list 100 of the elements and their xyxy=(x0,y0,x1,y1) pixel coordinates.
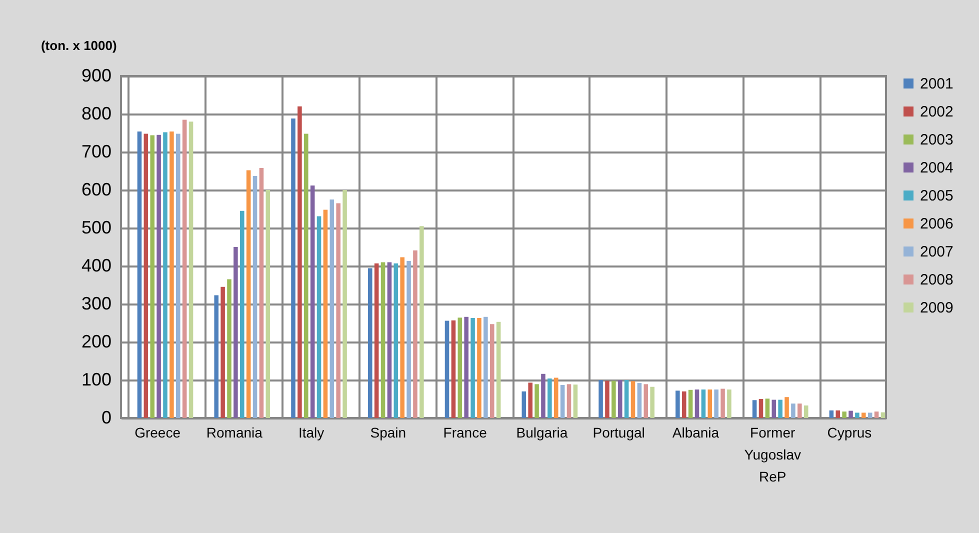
bar xyxy=(836,410,840,418)
bar xyxy=(234,247,238,418)
y-tick-label: 500 xyxy=(81,218,112,238)
bar xyxy=(752,400,757,418)
bar xyxy=(374,263,379,418)
bar xyxy=(784,397,789,418)
bar xyxy=(874,412,879,418)
bar xyxy=(316,216,322,418)
bar xyxy=(490,324,494,418)
bar xyxy=(880,412,886,418)
bar xyxy=(470,318,475,418)
bar xyxy=(444,320,450,418)
bar xyxy=(528,382,532,418)
bar xyxy=(868,412,872,418)
bar xyxy=(798,404,802,418)
bar xyxy=(458,318,462,418)
x-tick-label: Cyprus xyxy=(827,424,872,440)
legend-label: 2001 xyxy=(920,76,954,92)
bar xyxy=(701,390,706,418)
y-tick-label: 400 xyxy=(81,256,112,276)
bar xyxy=(612,380,616,418)
bar xyxy=(765,398,770,418)
bar xyxy=(380,262,386,418)
bar xyxy=(644,384,648,418)
bar xyxy=(330,200,334,418)
x-tick-label: Spain xyxy=(370,424,406,440)
bar xyxy=(758,399,764,418)
chart-title: (ton. x 1000) xyxy=(40,38,117,53)
legend-label: 2005 xyxy=(920,188,954,204)
bar xyxy=(682,391,686,418)
bar xyxy=(548,378,552,418)
bar xyxy=(246,170,251,418)
bar xyxy=(298,106,302,418)
bar xyxy=(829,410,834,418)
x-tick-label: France xyxy=(443,424,488,440)
bar xyxy=(714,390,718,418)
bar xyxy=(541,374,546,418)
bar xyxy=(137,131,142,418)
y-tick-label: 100 xyxy=(81,370,112,390)
bar xyxy=(855,412,860,418)
legend-label: 2009 xyxy=(920,300,954,316)
bar xyxy=(560,384,565,418)
bar xyxy=(727,390,732,418)
legend-label: 2003 xyxy=(920,132,954,148)
x-tick-label: Romania xyxy=(206,424,263,440)
bar xyxy=(304,134,308,418)
bar xyxy=(252,176,258,418)
y-tick-label: 600 xyxy=(81,180,112,200)
bar xyxy=(676,390,680,418)
bar xyxy=(420,226,424,418)
bar xyxy=(534,384,539,418)
bar xyxy=(214,295,219,418)
y-tick-label: 900 xyxy=(81,66,112,86)
bar xyxy=(451,320,456,418)
bar xyxy=(522,391,526,418)
x-tick-label: Greece xyxy=(134,424,181,440)
bar xyxy=(720,388,725,418)
bar xyxy=(170,131,174,418)
bar xyxy=(791,404,796,418)
y-tick-label: 300 xyxy=(81,294,112,314)
x-tick-label: Portugal xyxy=(592,424,645,440)
legend-label: 2004 xyxy=(920,160,954,176)
x-tick-label: Italy xyxy=(298,424,324,440)
bar xyxy=(342,190,347,418)
bar xyxy=(694,390,700,418)
x-tick-label: Albania xyxy=(672,424,720,440)
bar xyxy=(150,135,155,418)
bar xyxy=(227,279,232,418)
bar xyxy=(637,383,642,418)
bar xyxy=(240,210,244,418)
legend-label: 2002 xyxy=(920,104,954,120)
bar xyxy=(394,263,398,418)
x-tick-label: Former Yugoslav ReP xyxy=(744,424,802,484)
bar xyxy=(842,412,846,418)
bar xyxy=(323,210,328,418)
bar xyxy=(182,120,187,418)
bar xyxy=(400,257,404,418)
y-tick-label: 0 xyxy=(101,408,112,428)
bar xyxy=(188,122,194,418)
bar xyxy=(573,384,578,418)
bar xyxy=(566,384,572,418)
bar xyxy=(496,322,501,418)
bar xyxy=(772,400,776,418)
bar xyxy=(778,400,782,418)
legend-label: 2007 xyxy=(920,244,954,260)
y-tick-label: 700 xyxy=(81,142,112,162)
bar xyxy=(708,390,712,418)
bar xyxy=(464,316,468,418)
bar xyxy=(310,185,315,418)
bar xyxy=(477,318,482,418)
y-tick-label: 800 xyxy=(81,104,112,124)
bar xyxy=(624,380,629,418)
bar xyxy=(291,118,296,418)
bar xyxy=(618,380,622,418)
bar xyxy=(156,134,161,418)
bar xyxy=(163,132,168,418)
bar xyxy=(176,134,180,418)
bar xyxy=(630,381,636,418)
bar xyxy=(650,386,654,418)
legend-label: 2006 xyxy=(920,216,954,232)
